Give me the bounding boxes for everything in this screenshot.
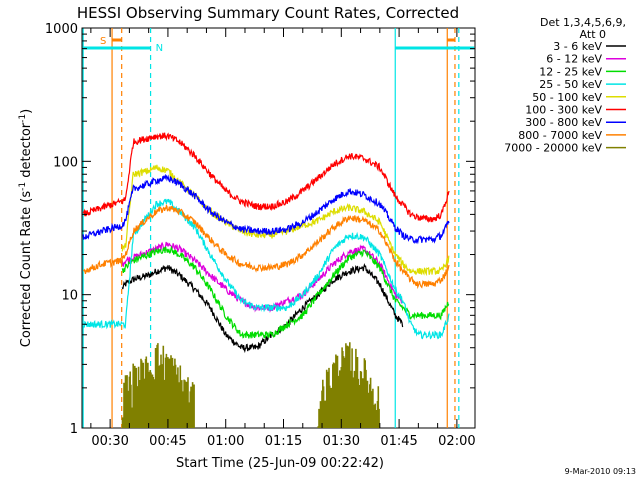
y-axis-title-end: ) xyxy=(19,109,34,114)
axis-layer: 1 10 100 1000 00:30 00:45 01:00 01:15 01:30 01:45… xyxy=(45,22,476,449)
plot-frame xyxy=(81,27,476,429)
x-tick-label: 02:00 xyxy=(438,434,475,449)
series-4 xyxy=(121,164,450,277)
series-line xyxy=(121,164,450,277)
y-axis-title-main: Corrected Count Rate (s xyxy=(19,191,34,348)
y-tick-label: 1000 xyxy=(45,22,78,37)
series-0 xyxy=(121,263,404,354)
series-layer xyxy=(82,132,450,428)
timestamp: 9-Mar-2010 09:13 xyxy=(565,467,636,476)
series-2 xyxy=(121,245,450,339)
series-line xyxy=(121,263,404,354)
legend-label: 25 - 50 keV xyxy=(539,78,602,91)
series-5 xyxy=(82,132,450,223)
x-tick-label: 01:45 xyxy=(380,434,417,449)
series-line xyxy=(83,203,450,290)
series-8 xyxy=(121,342,380,428)
saa-label: S xyxy=(100,36,106,47)
legend-label: 100 - 300 keV xyxy=(525,104,602,117)
night-label: N xyxy=(156,43,163,54)
series-line xyxy=(121,245,450,339)
series-line xyxy=(82,173,450,245)
y-tick-label: 100 xyxy=(53,155,78,170)
y-axis-title-mid: detector xyxy=(19,122,34,182)
x-tick-label: 01:30 xyxy=(323,434,360,449)
series-line xyxy=(82,198,450,340)
series-3 xyxy=(82,198,450,340)
series-7 xyxy=(83,203,450,290)
y-tick-label: 10 xyxy=(61,289,78,304)
legend-label: 6 - 12 keV xyxy=(546,53,602,66)
legend-label: 50 - 100 keV xyxy=(532,91,602,104)
marks-layer: SN xyxy=(82,28,475,428)
x-tick-label: 01:15 xyxy=(265,434,302,449)
y-axis-title: Corrected Count Rate (s-1 detector-1) xyxy=(18,109,34,347)
legend-label: 300 - 800 keV xyxy=(525,116,602,129)
legend-label: 7000 - 20000 keV xyxy=(504,142,602,155)
y-axis-title-sup1: -1 xyxy=(18,182,28,191)
y-tick-label: 1 xyxy=(70,422,78,437)
x-tick-label: 01:00 xyxy=(207,434,244,449)
x-axis-title: Start Time (25-Jun-09 00:22:42) xyxy=(176,456,384,471)
series-6 xyxy=(82,173,450,245)
chart-title: HESSI Observing Summary Count Rates, Cor… xyxy=(77,4,459,22)
series-line xyxy=(121,342,380,428)
x-tick-label: 00:45 xyxy=(149,434,186,449)
legend-label: 3 - 6 keV xyxy=(553,40,602,53)
series-line xyxy=(82,132,450,223)
legend-label: 800 - 7000 keV xyxy=(518,129,602,142)
legend-label: 12 - 25 keV xyxy=(539,65,602,78)
y-axis-title-sup2: -1 xyxy=(18,114,28,123)
x-tick-label: 00:30 xyxy=(91,434,128,449)
legend-header-line-1: Det 1,3,4,5,6,9, xyxy=(540,16,626,29)
legend-header-line-2: Att 0 xyxy=(580,28,606,41)
